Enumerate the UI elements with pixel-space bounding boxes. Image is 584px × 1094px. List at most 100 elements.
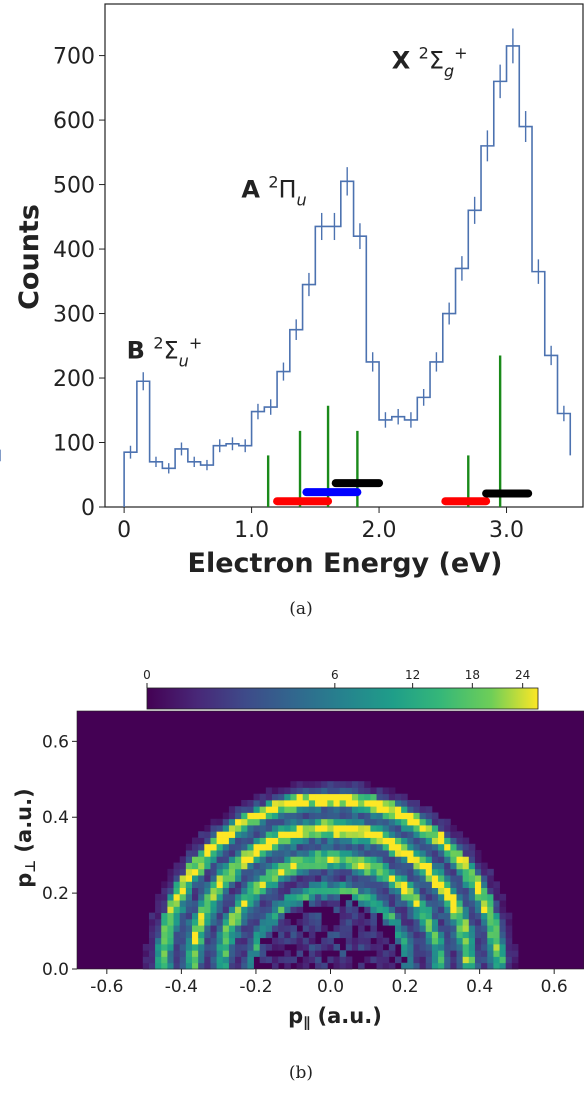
heatmap-cell (204, 862, 211, 870)
heatmap-cell (185, 918, 193, 926)
heatmap-cell (444, 956, 451, 964)
heatmap-cell (302, 868, 310, 876)
heatmap-cell (456, 931, 464, 939)
heatmap-cell (222, 825, 230, 832)
heatmap-cell (345, 906, 353, 914)
heatmap-cell (167, 912, 174, 920)
heatmap-cell (456, 843, 464, 851)
heatmap-cell (376, 793, 384, 801)
heatmap-cell (179, 906, 187, 914)
heatmap-cell (192, 950, 199, 957)
heatmap-cell (339, 825, 347, 832)
heatmap-cell (148, 950, 156, 957)
heatmap-cell (155, 900, 162, 907)
heatmap-cell (259, 856, 267, 863)
heatmap-cell (327, 843, 334, 851)
heatmap-cell (431, 906, 439, 914)
heatmap-cell (376, 806, 384, 813)
y-tick-label-b: 0.4 (42, 808, 69, 828)
heatmap-cell (284, 843, 291, 851)
heatmap-cell (192, 912, 199, 920)
heatmap-cell (284, 793, 291, 801)
heatmap-cell (376, 906, 384, 914)
heatmap-cell (259, 912, 267, 920)
heatmap-cell (296, 806, 304, 813)
heatmap-cell (456, 831, 464, 838)
heatmap-cell (413, 950, 420, 957)
heatmap-cell (228, 900, 236, 907)
heatmap-cell (394, 837, 402, 845)
heatmap-cell (204, 831, 211, 838)
heatmap-cell (339, 781, 347, 788)
heatmap-cell (198, 912, 205, 920)
heatmap-cell (388, 912, 396, 920)
heatmap-cell (308, 831, 316, 838)
heatmap-cell (210, 837, 218, 845)
heatmap-cell (444, 906, 451, 914)
heatmap-cell (394, 799, 402, 807)
heatmap-cell (161, 887, 168, 895)
heatmap-cell (216, 950, 224, 957)
heatmap-cell (241, 931, 248, 939)
heatmap-cell (179, 943, 187, 951)
heatmap-cell (474, 900, 482, 907)
y-tick-label: 100 (53, 432, 95, 457)
heatmap-cell (235, 837, 242, 845)
heatmap-cell (505, 943, 513, 951)
heatmap-cell (462, 943, 470, 951)
heatmap-cell (198, 881, 205, 889)
heatmap-cell (265, 799, 273, 807)
heatmap-cell (481, 875, 488, 882)
heatmap-cell (505, 931, 513, 939)
heatmap-cell (216, 943, 224, 951)
heatmap-cell (419, 875, 427, 882)
heatmap-cell (339, 868, 347, 876)
heatmap-cell (210, 906, 218, 914)
heatmap-cell (185, 906, 193, 914)
heatmap-cell (444, 912, 451, 920)
heatmap-cell (222, 837, 230, 845)
heatmap-cell (468, 943, 476, 951)
x-tick-label-b: 0.2 (392, 977, 419, 997)
heatmap-cell (247, 950, 254, 957)
heatmap-cell (382, 843, 390, 851)
heatmap-cell (481, 862, 488, 870)
heatmap-cell (358, 931, 365, 939)
heatmap-cell (419, 906, 427, 914)
heatmap-cell (438, 850, 445, 857)
y-tick-label: 700 (53, 45, 95, 70)
heatmap-cell (302, 831, 310, 838)
heatmap-cell (327, 806, 334, 813)
heatmap-cell (499, 962, 507, 970)
heatmap-cell (474, 962, 482, 970)
heatmap-cell (265, 856, 273, 863)
heatmap-cell (321, 881, 328, 889)
heatmap-cell (284, 925, 291, 932)
heatmap-cell (413, 925, 420, 932)
heatmap-cell (284, 806, 291, 813)
heatmap-cell (284, 825, 291, 832)
heatmap-cell (438, 881, 445, 889)
heatmap-cell (358, 868, 365, 876)
heatmap-cell (235, 950, 242, 957)
heatmap-cell (265, 881, 273, 889)
heatmap-cell (284, 937, 291, 945)
heatmap-cell (315, 956, 322, 964)
heatmap-cell (462, 962, 470, 970)
heatmap-cell (413, 881, 420, 889)
heatmap-cell (351, 843, 359, 851)
heatmap-cell (315, 837, 322, 845)
heatmap-cell (370, 918, 377, 926)
heatmap-cell (302, 962, 310, 970)
heatmap-cell (456, 925, 464, 932)
heatmap-cell (468, 900, 476, 907)
heatmap-cell (351, 862, 359, 870)
heatmap-cell (382, 875, 390, 882)
heatmap-cell (345, 812, 353, 820)
y-tick-label-b: 0.0 (42, 960, 69, 980)
heatmap-cell (198, 850, 205, 857)
heatmap-cell (419, 837, 427, 845)
heatmap-cell (481, 950, 488, 957)
heatmap-cell (364, 875, 371, 882)
heatmap-cell (302, 818, 310, 826)
